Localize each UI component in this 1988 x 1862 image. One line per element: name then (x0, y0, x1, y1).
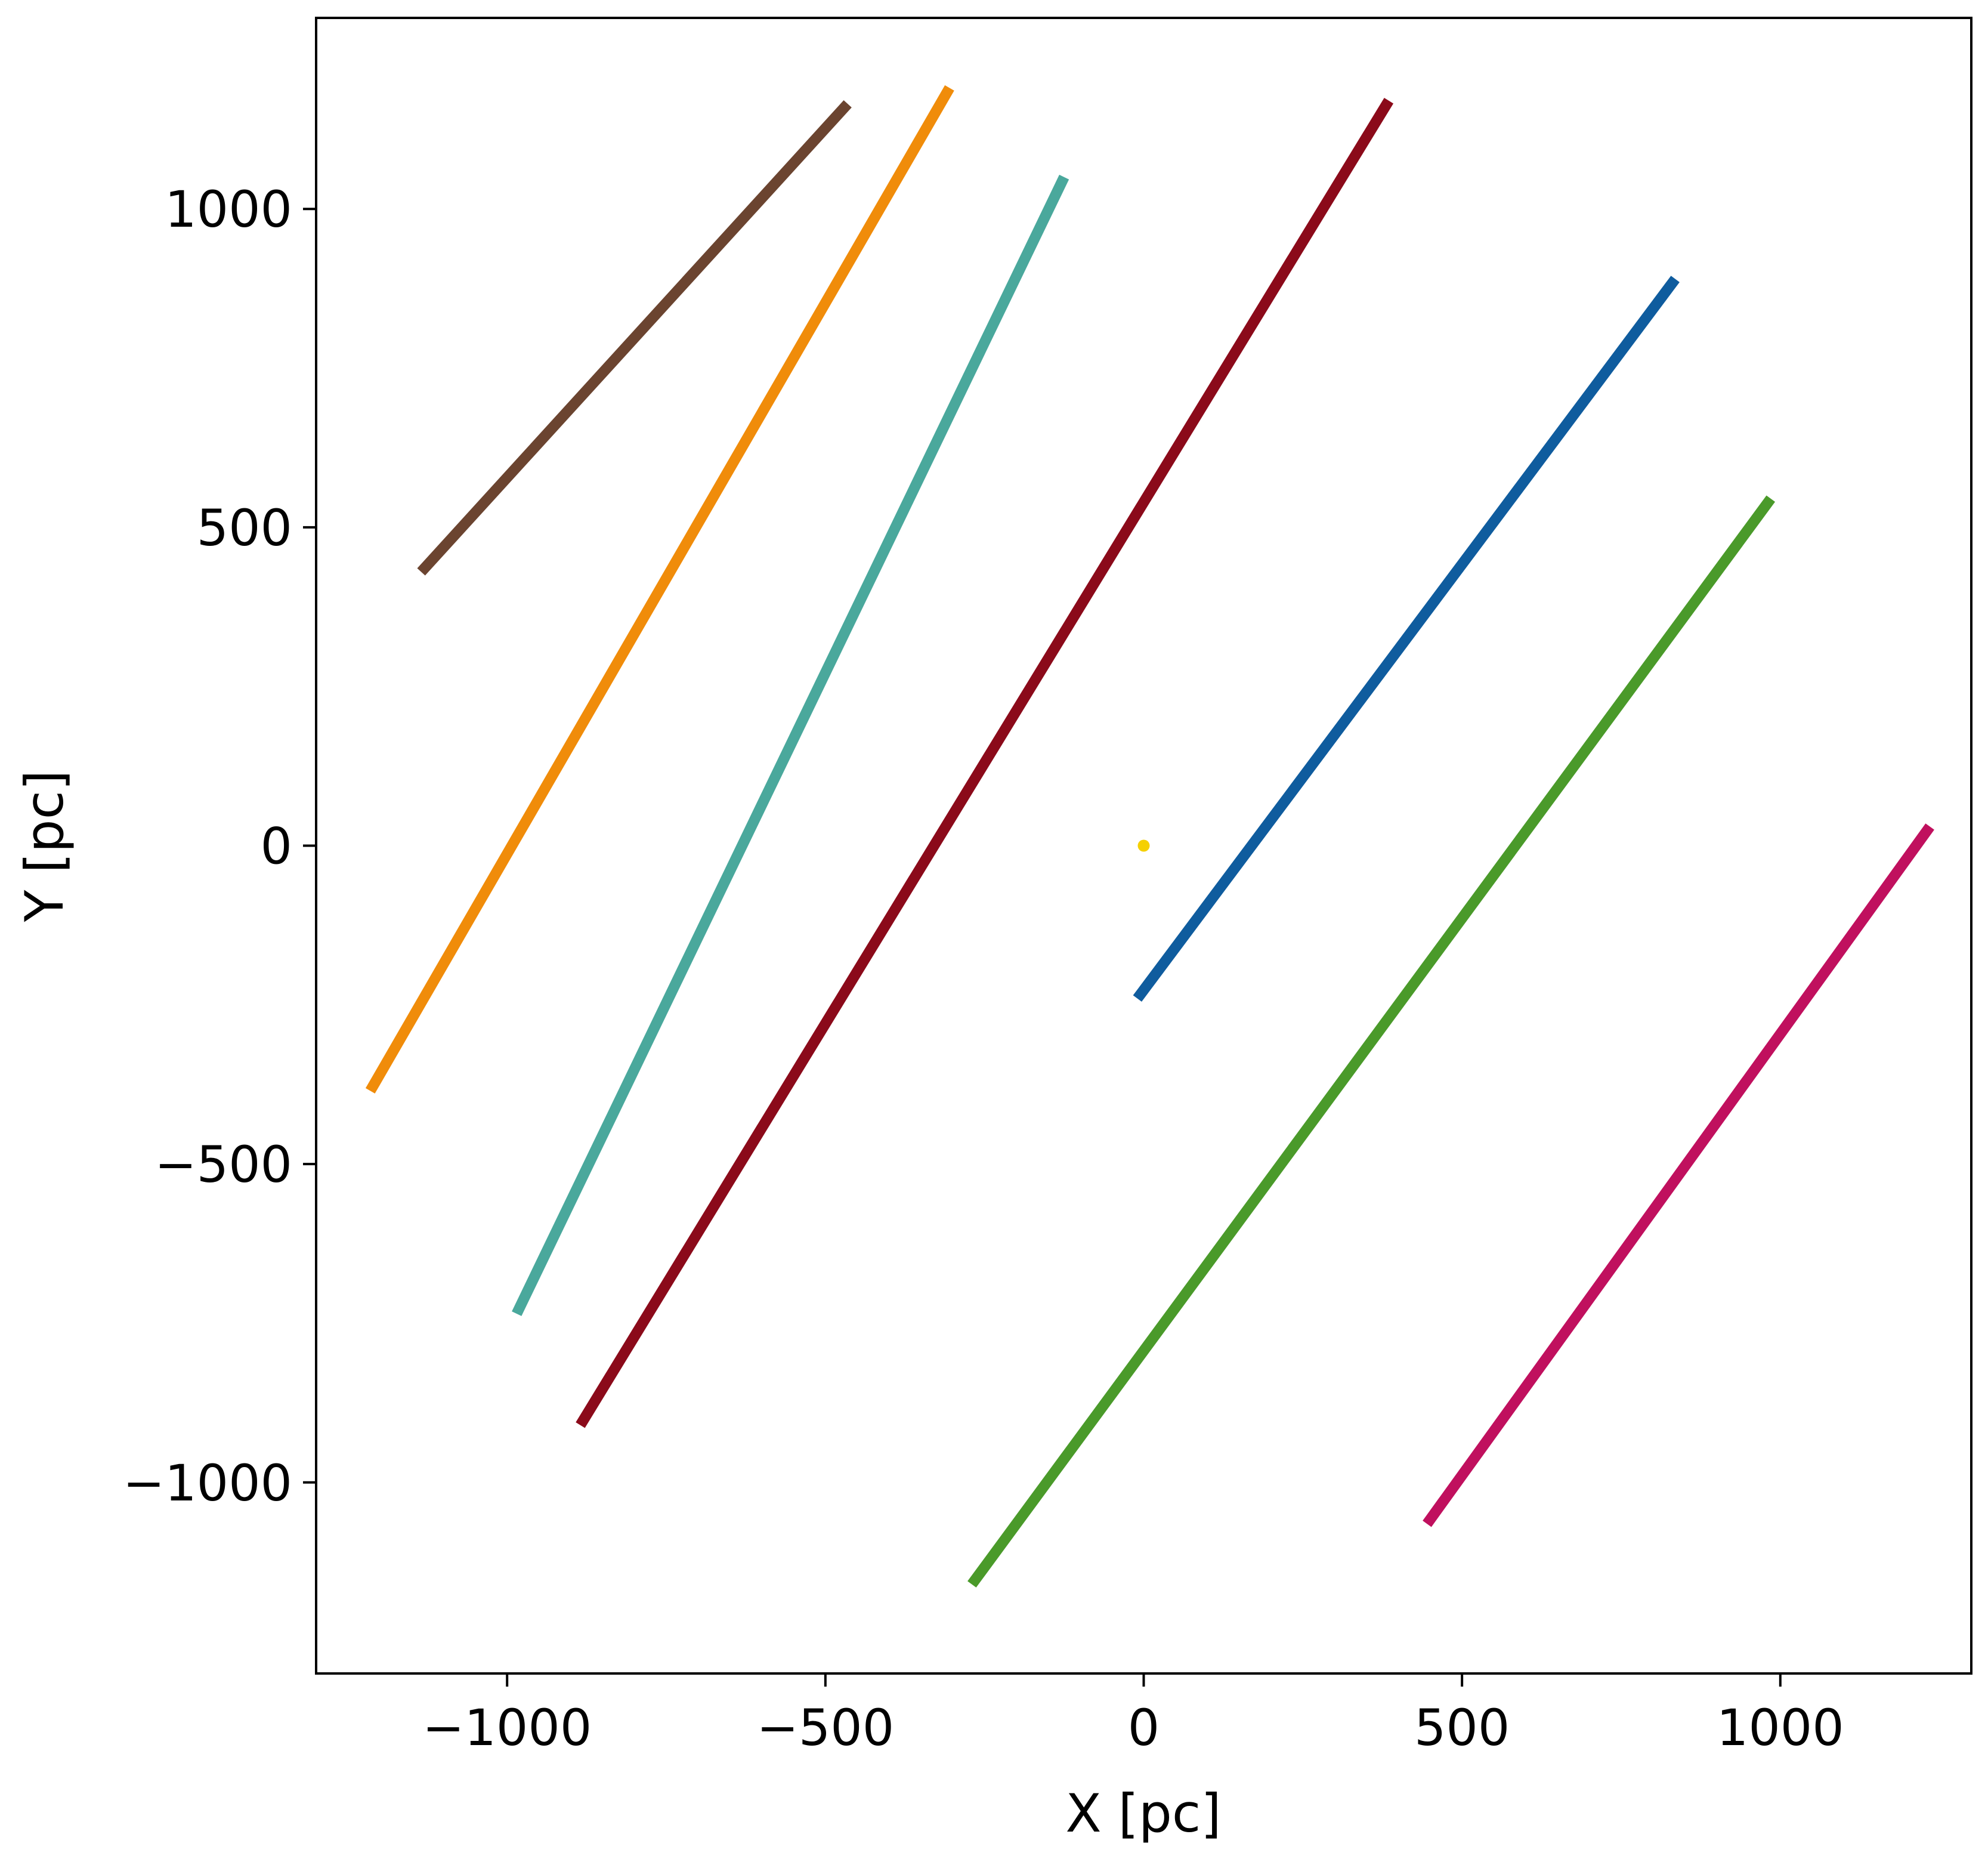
series-layer (365, 85, 1934, 1588)
series-line-7 (1423, 823, 1934, 1527)
x-tick-label: −1000 (422, 1699, 592, 1757)
series-line-6 (967, 495, 1776, 1588)
x-tick-label: 0 (1128, 1699, 1160, 1757)
series-line-5 (1133, 276, 1680, 1002)
origin-marker (1137, 839, 1150, 852)
y-axis-ticks: −1000 −500 0 500 1000 (123, 180, 316, 1512)
series-line-3 (512, 174, 1069, 1316)
marker-layer (1137, 839, 1150, 852)
x-axis-label: X [pc] (1065, 1783, 1221, 1844)
series-line-1 (417, 100, 852, 576)
series-line-2 (365, 85, 954, 1094)
x-tick-label: 500 (1414, 1699, 1510, 1757)
y-tick-label: 500 (197, 499, 292, 557)
y-axis-label: Y [pc] (14, 770, 75, 923)
series-line-4 (576, 98, 1394, 1428)
y-tick-label: 0 (261, 817, 292, 876)
y-tick-label: −500 (154, 1135, 292, 1194)
y-tick-label: 1000 (165, 180, 292, 239)
x-tick-label: −500 (756, 1699, 894, 1757)
y-tick-label: −1000 (123, 1454, 292, 1512)
x-tick-label: 1000 (1717, 1699, 1844, 1757)
x-axis-ticks: −1000 −500 0 500 1000 (422, 1673, 1844, 1757)
